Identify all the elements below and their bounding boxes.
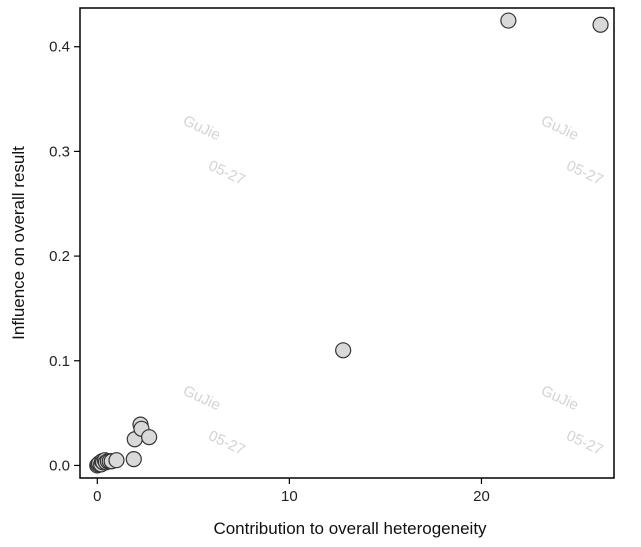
data-points	[89, 12, 609, 474]
watermark: GuJie 05-27	[180, 112, 248, 189]
data-point	[141, 429, 158, 446]
watermark-date: 05-27	[564, 157, 606, 189]
watermark-name: GuJie	[538, 112, 581, 144]
y-axis: 0.0 0.1 0.2 0.3 0.4	[49, 39, 80, 474]
watermark: GuJie 05-27	[538, 382, 606, 459]
data-point	[335, 342, 352, 359]
watermark-name: GuJie	[180, 382, 223, 414]
data-point	[592, 16, 609, 33]
watermark-name: GuJie	[538, 382, 581, 414]
watermark-date: 05-27	[564, 427, 606, 459]
x-axis: 0 10 20	[93, 478, 490, 505]
x-tick-label: 20	[473, 488, 490, 505]
watermark-date: 05-27	[206, 427, 248, 459]
y-axis-title: Influence on overall result	[9, 146, 28, 340]
x-tick-label: 0	[93, 488, 101, 505]
data-point	[500, 12, 517, 29]
y-tick-label: 0.4	[49, 39, 70, 56]
watermark: GuJie 05-27	[538, 112, 606, 189]
watermark-layer: GuJie 05-27 GuJie 05-27 GuJie 05-27 GuJie 05-27	[180, 112, 606, 459]
y-tick-label: 0.3	[49, 143, 70, 160]
x-axis-title: Contribution to overall heterogeneity	[213, 519, 487, 538]
data-point	[125, 451, 142, 468]
data-point	[108, 452, 125, 469]
watermark-name: GuJie	[180, 112, 223, 144]
y-tick-label: 0.2	[49, 248, 70, 265]
y-tick-label: 0.0	[49, 457, 70, 474]
x-tick-label: 10	[281, 488, 298, 505]
plot-area-frame	[79, 7, 615, 479]
watermark: GuJie 05-27	[180, 382, 248, 459]
watermark-date: 05-27	[206, 157, 248, 189]
y-tick-label: 0.1	[49, 353, 70, 370]
